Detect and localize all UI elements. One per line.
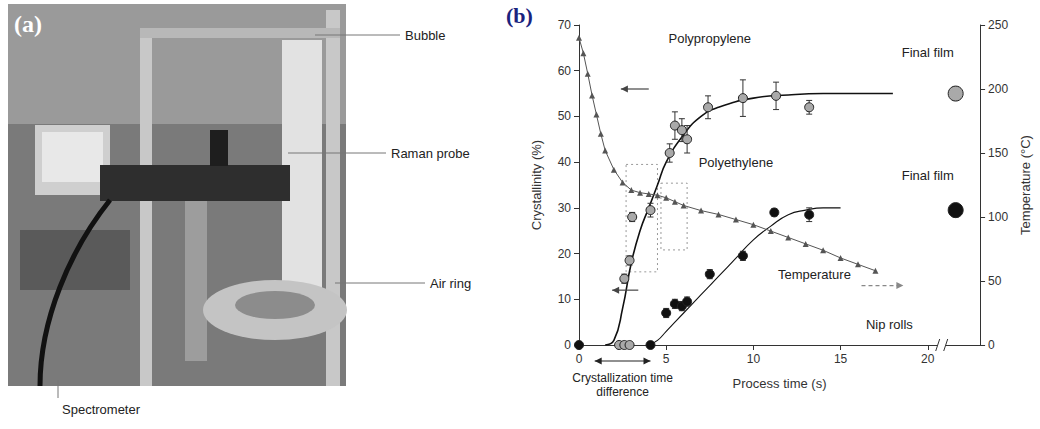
- svg-text:30: 30: [558, 201, 572, 215]
- svg-text:Process time (s): Process time (s): [733, 376, 827, 391]
- svg-text:200: 200: [988, 82, 1008, 96]
- svg-text:Final film: Final film: [902, 45, 954, 60]
- svg-text:0: 0: [576, 352, 583, 366]
- svg-text:60: 60: [558, 64, 572, 78]
- svg-text:40: 40: [558, 155, 572, 169]
- svg-text:15: 15: [834, 352, 848, 366]
- svg-text:250: 250: [988, 18, 1008, 32]
- svg-text:Final film: Final film: [902, 168, 954, 183]
- svg-text:Crystallinity (%): Crystallinity (%): [529, 140, 544, 230]
- svg-text:Temperature (°C): Temperature (°C): [1018, 135, 1033, 235]
- svg-text:100: 100: [988, 210, 1008, 224]
- svg-text:Polyethylene: Polyethylene: [699, 155, 773, 170]
- svg-text:Nip rolls: Nip rolls: [866, 317, 913, 332]
- svg-text:Bubble: Bubble: [405, 28, 445, 43]
- svg-text:70: 70: [558, 18, 572, 32]
- svg-text:Air ring: Air ring: [430, 276, 471, 291]
- svg-text:Polypropylene: Polypropylene: [669, 31, 751, 46]
- svg-text:(a): (a): [14, 11, 42, 37]
- svg-text:Spectrometer: Spectrometer: [62, 402, 141, 417]
- svg-text:0: 0: [564, 338, 571, 352]
- svg-text:5: 5: [663, 352, 670, 366]
- svg-text:20: 20: [921, 352, 935, 366]
- svg-text:20: 20: [558, 247, 572, 261]
- svg-text:(b): (b): [506, 3, 533, 28]
- svg-text:difference: difference: [596, 385, 649, 399]
- svg-text:Temperature: Temperature: [778, 267, 851, 282]
- svg-text:0: 0: [988, 338, 995, 352]
- svg-text:10: 10: [747, 352, 761, 366]
- svg-text:Raman probe: Raman probe: [391, 146, 470, 161]
- svg-text:50: 50: [558, 109, 572, 123]
- svg-text:10: 10: [558, 292, 572, 306]
- svg-text:Crystallization time: Crystallization time: [572, 371, 673, 385]
- svg-text:50: 50: [988, 274, 1002, 288]
- svg-text:150: 150: [988, 146, 1008, 160]
